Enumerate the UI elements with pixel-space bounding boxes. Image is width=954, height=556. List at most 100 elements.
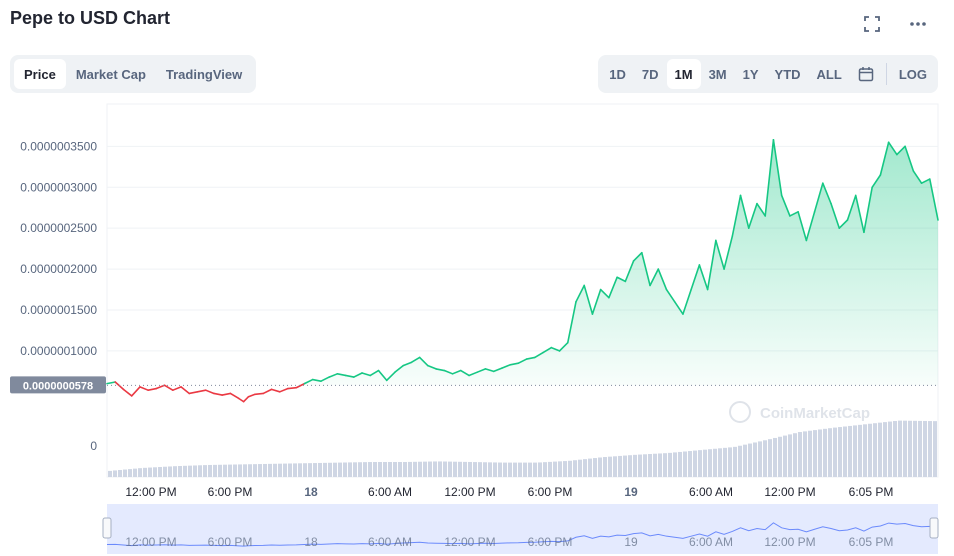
navigator-left-handle[interactable] bbox=[102, 517, 112, 539]
range-1d[interactable]: 1D bbox=[609, 66, 626, 82]
volume-bar bbox=[348, 462, 352, 477]
x-axis: 12:00 PM 6:00 PM 18 6:00 AM 12:00 PM 6:00 PM 1… bbox=[125, 485, 893, 499]
volume-bar bbox=[693, 450, 697, 477]
volume-bar bbox=[648, 454, 652, 477]
coinmarketcap-logo-icon bbox=[729, 401, 751, 423]
volume-bar bbox=[553, 461, 557, 477]
volume-bar bbox=[363, 462, 367, 477]
price-segment bbox=[608, 276, 618, 299]
volume-bar bbox=[628, 455, 632, 477]
volume-bar bbox=[448, 461, 452, 477]
volume-bar bbox=[743, 444, 747, 477]
navigator-right-handle[interactable] bbox=[929, 517, 939, 539]
log-toggle[interactable]: LOG bbox=[898, 66, 927, 82]
volume-bar bbox=[653, 453, 657, 477]
fullscreen-icon[interactable] bbox=[860, 12, 884, 36]
tab-market-cap[interactable]: Market Cap bbox=[75, 66, 146, 82]
volume-bar bbox=[908, 420, 912, 477]
volume-bar bbox=[178, 466, 182, 477]
baseline-price-tag: 0.0000000578 bbox=[10, 376, 106, 394]
volume-bar bbox=[538, 462, 542, 477]
x-tick-label: 6:00 AM bbox=[368, 485, 412, 499]
baseline-tag-bg bbox=[10, 376, 106, 394]
volume-bar bbox=[903, 420, 907, 477]
volume-bar bbox=[243, 464, 247, 477]
volume-bar bbox=[258, 464, 262, 477]
price-segment bbox=[558, 341, 569, 352]
price-segment bbox=[517, 358, 528, 364]
price-segment bbox=[797, 211, 808, 242]
price-segment bbox=[657, 268, 668, 291]
volume-bar bbox=[213, 464, 217, 477]
tab-tradingview[interactable]: TradingView bbox=[165, 66, 243, 82]
y-tick-label: 0.0000002500 bbox=[20, 221, 97, 235]
volume-bar bbox=[248, 464, 252, 477]
volume-bar bbox=[493, 462, 497, 477]
price-segment bbox=[353, 372, 363, 378]
volume-bar bbox=[633, 454, 637, 477]
volume-bar bbox=[883, 422, 887, 477]
more-horizontal-icon[interactable] bbox=[906, 12, 930, 36]
volume-bar bbox=[688, 451, 692, 477]
volume-bar bbox=[513, 462, 517, 477]
volume-bar bbox=[578, 459, 582, 477]
price-segment bbox=[698, 264, 709, 291]
volume-bar bbox=[383, 462, 387, 477]
volume-bar bbox=[878, 422, 882, 477]
range-3m[interactable]: 3M bbox=[708, 66, 727, 82]
price-segment bbox=[715, 239, 725, 270]
volume-bar bbox=[238, 464, 242, 477]
volume-bar bbox=[278, 463, 282, 477]
price-segment bbox=[624, 260, 635, 283]
chart-type-tabs: Price Market Cap TradingView bbox=[10, 55, 257, 93]
range-separator bbox=[885, 63, 887, 85]
range-7d[interactable]: 7D bbox=[641, 66, 659, 82]
price-segment bbox=[805, 211, 816, 242]
price-segment bbox=[213, 392, 223, 396]
tab-price[interactable]: Price bbox=[14, 59, 66, 89]
volume-bar bbox=[913, 420, 917, 477]
price-segment bbox=[846, 194, 857, 221]
range-all[interactable]: ALL bbox=[816, 66, 842, 82]
x-tick-label: 12:00 PM bbox=[444, 485, 495, 499]
volume-bar bbox=[443, 461, 447, 477]
x-tick-label: 6:00 PM bbox=[528, 485, 573, 499]
price-segment bbox=[830, 202, 841, 229]
volume-bar bbox=[588, 458, 592, 477]
volume-bar bbox=[463, 461, 467, 477]
range-1y[interactable]: 1Y bbox=[742, 66, 759, 82]
volume-bar bbox=[853, 425, 857, 477]
y-tick-label: 0.0000001500 bbox=[20, 303, 97, 317]
price-segment bbox=[566, 301, 577, 344]
range-1m[interactable]: 1M bbox=[666, 59, 701, 89]
volume-bar bbox=[843, 426, 847, 477]
navigator-x-label: 6:00 AM bbox=[689, 535, 733, 549]
price-segment bbox=[723, 235, 734, 270]
volume-bar bbox=[403, 462, 407, 477]
range-ytd[interactable]: YTD bbox=[774, 66, 801, 82]
price-segment bbox=[278, 387, 289, 393]
y-axis: 0.0000003500 0.0000003000 0.0000002500 0.00… bbox=[20, 139, 97, 358]
y-tick-label: 0.0000002000 bbox=[20, 262, 97, 276]
volume-bar bbox=[643, 454, 647, 477]
volume-bar bbox=[733, 446, 737, 477]
volume-bar bbox=[228, 464, 232, 477]
volume-bar bbox=[718, 448, 722, 477]
price-segment bbox=[394, 364, 404, 373]
price-segment bbox=[583, 284, 594, 315]
price-segment bbox=[896, 145, 906, 156]
volume-bar bbox=[698, 450, 702, 477]
navigator-x-label: 6:05 PM bbox=[849, 535, 894, 549]
volume-bar bbox=[833, 427, 837, 477]
price-lines bbox=[106, 139, 939, 403]
volume-bar bbox=[858, 424, 862, 477]
volume-bar bbox=[193, 465, 197, 477]
volume-bar bbox=[528, 462, 532, 477]
watermark: CoinMarketCap bbox=[729, 401, 870, 423]
calendar-icon[interactable] bbox=[850, 59, 882, 89]
volume-bar bbox=[758, 441, 762, 477]
price-segment bbox=[649, 268, 660, 287]
volume-bar bbox=[148, 467, 152, 477]
volume-bar bbox=[703, 449, 707, 477]
price-segment bbox=[344, 374, 355, 378]
